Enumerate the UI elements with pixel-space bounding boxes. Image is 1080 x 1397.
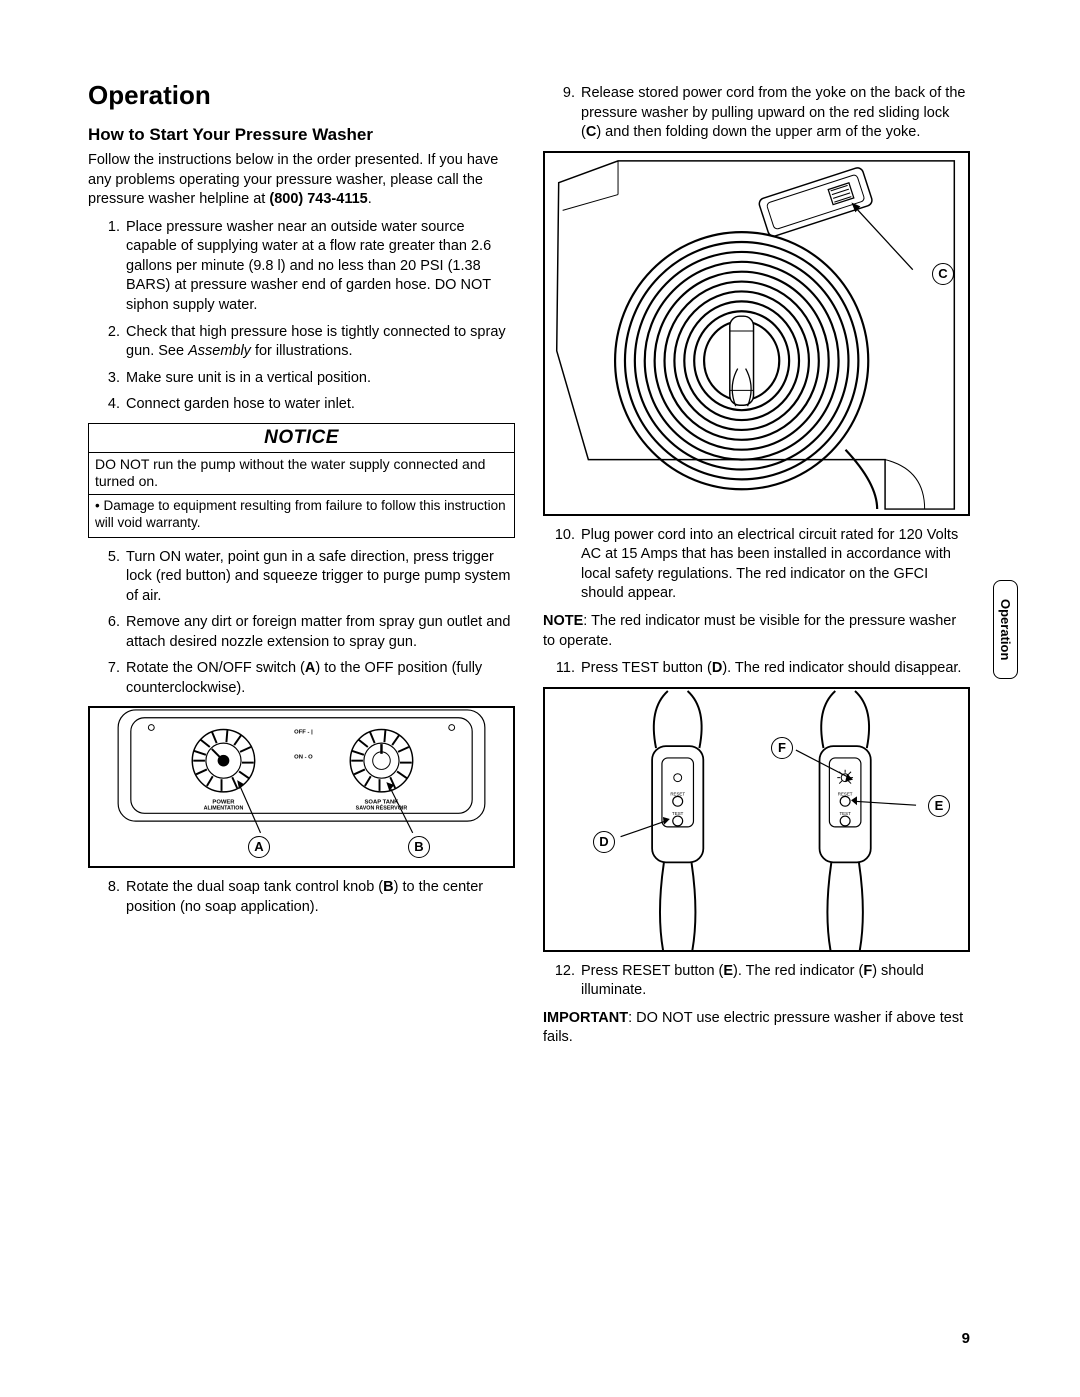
steps-list-12: Press RESET button (E). The red indicato… [543, 962, 970, 1001]
figure-gfci-plugs: RESET TEST [543, 687, 970, 952]
notice-box: NOTICE DO NOT run the pump without the w… [88, 423, 515, 538]
notice-title: NOTICE [89, 424, 514, 453]
callout-e: E [928, 795, 950, 817]
note-label: NOTE [543, 613, 583, 629]
step-11: Press TEST button (D). The red indicator… [579, 659, 970, 679]
step-6: Remove any dirt or foreign matter from s… [124, 613, 515, 652]
page-title: Operation [88, 80, 515, 111]
figure-control-panel: OFF - | ON - O POWER ALIMENTATION SOAP T… [88, 706, 515, 868]
svg-text:RESET: RESET [670, 791, 685, 796]
page-number: 9 [962, 1330, 970, 1347]
important-label: IMPORTANT [543, 1010, 628, 1026]
intro-tail: . [368, 191, 372, 207]
steps-list-1-4: Place pressure washer near an outside wa… [88, 218, 515, 415]
steps-list-5-7: Turn ON water, point gun in a safe direc… [88, 548, 515, 699]
svg-text:TEST: TEST [839, 811, 851, 816]
callout-f: F [771, 737, 793, 759]
steps-list-8: Rotate the dual soap tank control knob (… [88, 878, 515, 917]
step-2: Check that high pressure hose is tightly… [124, 323, 515, 362]
steps-list-9: Release stored power cord from the yoke … [543, 84, 970, 143]
intro-paragraph: Follow the instructions below in the ord… [88, 151, 515, 210]
steps-list-11: Press TEST button (D). The red indicator… [543, 659, 970, 679]
svg-text:OFF - |: OFF - | [294, 730, 313, 736]
callout-d: D [593, 831, 615, 853]
step-10: Plug power cord into an electrical circu… [579, 526, 970, 604]
svg-text:RESET: RESET [838, 791, 853, 796]
figure-cord-yoke: C [543, 151, 970, 516]
assembly-ref: Assembly [188, 343, 251, 359]
step-12: Press RESET button (E). The red indicato… [579, 962, 970, 1001]
steps-list-10: Plug power cord into an electrical circu… [543, 526, 970, 604]
step-3: Make sure unit is in a vertical position… [124, 369, 515, 389]
note-text: : The red indicator must be visible for … [543, 613, 956, 649]
step-4: Connect garden hose to water inlet. [124, 395, 515, 415]
section-heading: How to Start Your Pressure Washer [88, 125, 515, 145]
note-paragraph: NOTE: The red indicator must be visible … [543, 612, 970, 651]
notice-body: DO NOT run the pump without the water su… [89, 453, 514, 495]
svg-text:ON - O: ON - O [294, 755, 313, 761]
svg-text:TEST: TEST [672, 811, 684, 816]
important-paragraph: IMPORTANT: DO NOT use electric pressure … [543, 1009, 970, 1048]
callout-c: C [932, 263, 954, 285]
helpline-number: (800) 743-4115 [269, 191, 367, 207]
svg-text:ALIMENTATION: ALIMENTATION [204, 806, 244, 812]
step-9: Release stored power cord from the yoke … [579, 84, 970, 143]
step-5: Turn ON water, point gun in a safe direc… [124, 548, 515, 607]
step-8: Rotate the dual soap tank control knob (… [124, 878, 515, 917]
side-tab-operation: Operation [993, 580, 1018, 679]
notice-bullet: Damage to equipment resulting from failu… [89, 495, 514, 537]
step-7: Rotate the ON/OFF switch (A) to the OFF … [124, 659, 515, 698]
step-1: Place pressure washer near an outside wa… [124, 218, 515, 316]
